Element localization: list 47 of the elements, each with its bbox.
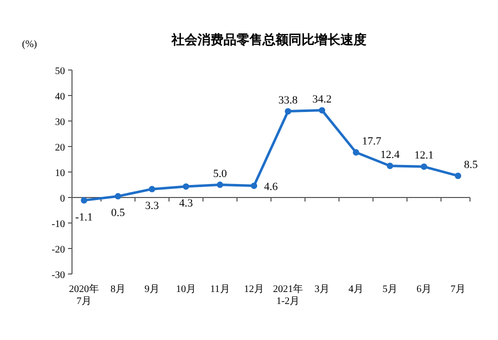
y-tick-label: 10 bbox=[55, 168, 65, 179]
x-tick-label: 8月 bbox=[110, 284, 126, 295]
point bbox=[80, 197, 88, 204]
x-tick-label: 4月 bbox=[348, 284, 364, 295]
data-label: 17.7 bbox=[362, 135, 382, 148]
point bbox=[114, 193, 122, 200]
y-tick-label: -20 bbox=[52, 244, 65, 256]
point bbox=[318, 107, 326, 114]
data-label: 8.5 bbox=[464, 158, 478, 171]
point bbox=[420, 163, 428, 170]
x-tick-label: 9月 bbox=[144, 284, 160, 295]
chart-title: 社会消费品零售总额同比增长速度 bbox=[170, 32, 366, 48]
point bbox=[386, 162, 394, 170]
data-label: -1.1 bbox=[75, 211, 93, 224]
data-label: 4.3 bbox=[179, 198, 194, 210]
x-tick-label: 6月 bbox=[416, 284, 432, 295]
data-label: 12.1 bbox=[414, 150, 434, 162]
data-label: 3.3 bbox=[145, 200, 160, 212]
y-tick-label: 30 bbox=[55, 117, 65, 128]
y-tick-label: 20 bbox=[55, 142, 65, 154]
point bbox=[216, 182, 224, 188]
x-tick-label: 11月 bbox=[210, 284, 230, 295]
x-tick-label: 5月 bbox=[382, 284, 398, 295]
data-label: 34.2 bbox=[312, 93, 332, 106]
x-tick-label: 2020年 7月 bbox=[69, 283, 99, 307]
point bbox=[182, 183, 190, 190]
data-label: 33.8 bbox=[278, 94, 298, 106]
y-tick-label: -30 bbox=[52, 270, 65, 281]
point bbox=[284, 108, 292, 115]
data-label: 12.4 bbox=[380, 148, 400, 161]
y-tick-label: 50 bbox=[55, 66, 65, 77]
x-tick-label: 2021年 1-2月 bbox=[273, 283, 303, 307]
point bbox=[250, 182, 258, 189]
data-label: 4.6 bbox=[264, 180, 278, 193]
point bbox=[352, 149, 360, 156]
y-tick-label: 0 bbox=[60, 194, 65, 204]
x-tick-label: 3月 bbox=[314, 284, 330, 295]
data-label: 5.0 bbox=[213, 168, 228, 180]
y-tick-label: -10 bbox=[52, 219, 65, 230]
point bbox=[148, 186, 156, 192]
point bbox=[454, 172, 462, 180]
y-tick-label: 40 bbox=[55, 92, 65, 102]
x-tick-label: 10月 bbox=[176, 284, 196, 295]
y-axis-title: (%) bbox=[22, 39, 37, 50]
x-tick-label: 7月 bbox=[450, 284, 466, 295]
x-tick-label: 12月 bbox=[244, 284, 264, 295]
data-label: 0.5 bbox=[111, 207, 126, 220]
